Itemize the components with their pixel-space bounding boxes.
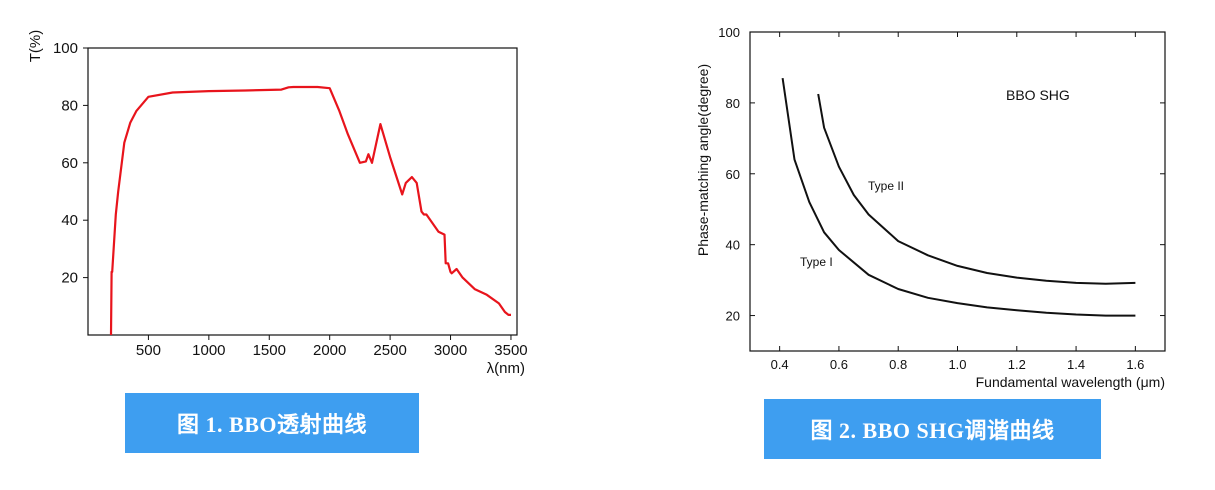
chart-title: BBO SHG [1006,87,1070,103]
x-tick-label: 3000 [434,342,467,359]
x-tick-label: 2000 [313,342,346,359]
x-tick-label: 3500 [494,342,527,359]
x-axis-label: Fundamental wavelength (μm) [976,374,1165,390]
shg-tuning-chart: 0.4 0.6 0.8 1.0 1.2 1.4 1.6 20 40 60 80 100 Fundamen… [695,25,1166,390]
type-i-curve [781,77,1136,317]
x-tick-label: 1500 [253,342,286,359]
y-tick-label: 60 [726,167,740,182]
y-tick-label: 80 [726,96,740,111]
shg-tuning-figure: 0.4 0.6 0.8 1.0 1.2 1.4 1.6 20 40 60 80 100 Fundamen… [660,0,1215,490]
y-axis-label: Phase-matching angle(degree) [695,64,711,256]
x-tick-label: 1000 [192,342,225,359]
y-tick-label: 80 [61,97,78,114]
y-tick-label: 20 [726,309,740,324]
x-tick-label: 1.2 [1008,357,1026,372]
y-tick-label: 40 [726,238,740,253]
x-tick-label: 500 [136,342,161,359]
x-tick-label: 1.4 [1067,357,1085,372]
transmission-curve [109,85,511,336]
y-axis-label: T(%) [27,30,44,63]
transmission-chart: 500 1000 1500 2000 2500 3000 3500 20 40 60 80 100 λ(… [27,30,528,377]
transmission-caption: 图 1. BBO透射曲线 [125,393,419,453]
shg-tuning-caption: 图 2. BBO SHG调谐曲线 [764,399,1101,459]
transmission-figure: 500 1000 1500 2000 2500 3000 3500 20 40 60 80 100 λ(… [0,0,560,490]
type-ii-curve [817,93,1136,285]
y-tick-label: 100 [718,25,740,40]
x-tick-label: 0.4 [771,357,789,372]
x-tick-label: 1.0 [948,357,966,372]
x-tick-label: 0.6 [830,357,848,372]
y-tick-label: 60 [61,155,78,172]
y-tick-label: 40 [61,212,78,229]
x-axis-label: λ(nm) [487,360,525,377]
type-ii-label: Type II [868,179,904,193]
x-tick-label: 0.8 [889,357,907,372]
type-i-label: Type I [800,255,833,269]
plot-frame [87,47,518,336]
x-tick-label: 2500 [373,342,406,359]
x-tick-label: 1.6 [1126,357,1144,372]
y-tick-label: 20 [61,270,78,287]
y-tick-label: 100 [53,40,78,57]
